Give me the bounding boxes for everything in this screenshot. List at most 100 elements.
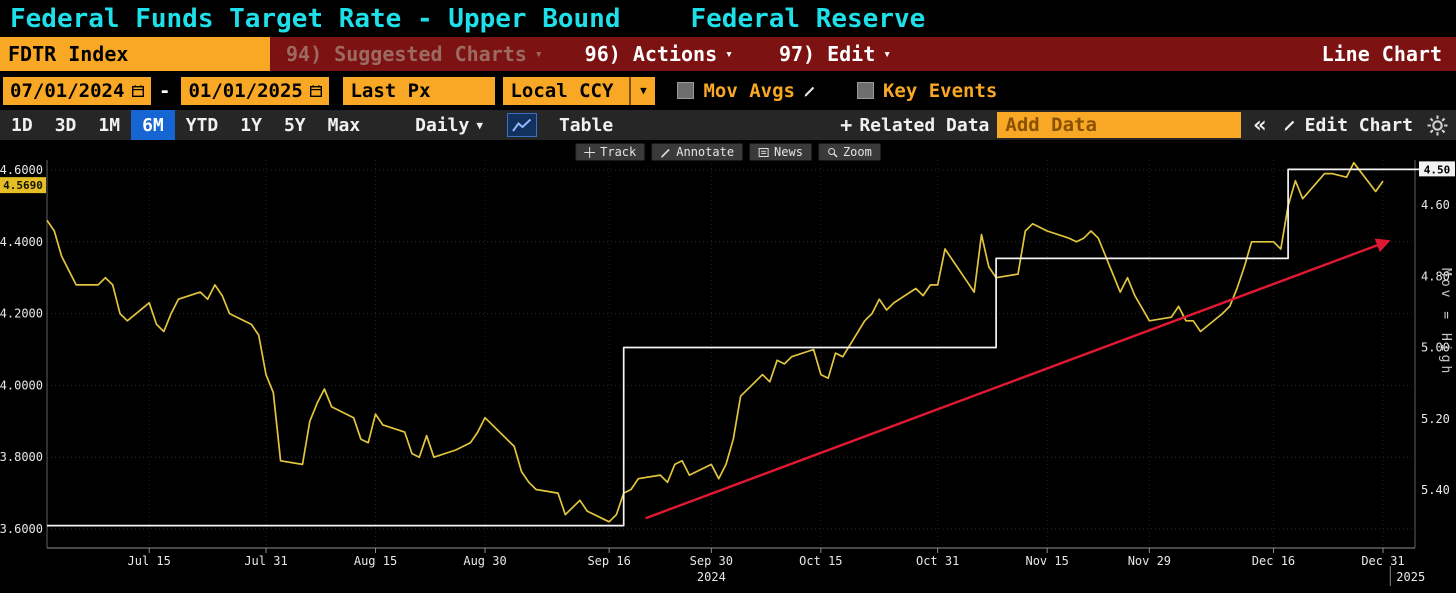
svg-text:3.8000: 3.8000	[0, 450, 43, 464]
zoom-magnifier-icon	[827, 147, 838, 158]
news-icon	[758, 147, 769, 157]
page-subtitle: Federal Reserve	[690, 3, 926, 34]
range-tab-ytd[interactable]: YTD	[185, 114, 219, 136]
range-tab-6m[interactable]: 6M	[131, 110, 175, 140]
page-title: Federal Funds Target Rate - Upper Bound	[10, 3, 621, 34]
date-from-value: 07/01/2024	[10, 79, 125, 102]
suggested-charts-menu[interactable]: 94) Suggested Charts ▾	[286, 42, 543, 66]
svg-text:2024: 2024	[697, 570, 726, 584]
suggested-charts-label: 94) Suggested Charts	[286, 42, 527, 66]
svg-text:4.60: 4.60	[1421, 198, 1450, 212]
news-button[interactable]: News	[749, 143, 812, 161]
chart-area: 4.6000 4.4000 4.2000 4.0000 3.8000 3.6000 4.60…	[0, 140, 1456, 593]
edit-chart-button[interactable]: Edit Chart	[1283, 115, 1413, 136]
svg-text:Sep 16: Sep 16	[587, 554, 630, 568]
date-to-value: 01/01/2025	[188, 79, 303, 102]
actions-menu[interactable]: 96) Actions ▾	[585, 42, 733, 66]
svg-text:4.5690: 4.5690	[3, 179, 43, 192]
edit-pencil-icon	[1284, 120, 1294, 131]
svg-text:Nov 29: Nov 29	[1128, 554, 1171, 568]
plus-icon: +	[840, 113, 853, 137]
svg-text:Oct 15: Oct 15	[799, 554, 842, 568]
related-data-button[interactable]: + Related Data	[840, 113, 989, 137]
zoom-button[interactable]: Zoom	[817, 143, 881, 161]
controls-bar: 07/01/2024 - 01/01/2025 Last Px Local CC…	[0, 71, 1456, 110]
svg-text:Jul 15: Jul 15	[128, 554, 171, 568]
annotate-label: Annotate	[676, 145, 735, 159]
track-crosshair-icon	[584, 146, 596, 158]
price-chart[interactable]: 4.6000 4.4000 4.2000 4.0000 3.8000 3.6000 4.60…	[0, 140, 1456, 593]
key-events-label: Key Events	[882, 79, 998, 102]
svg-text:Jul 31: Jul 31	[244, 554, 287, 568]
svg-text:5.00: 5.00	[1421, 341, 1450, 355]
add-data-input[interactable]	[997, 112, 1242, 138]
mov-avgs-label: Mov Avgs	[703, 79, 795, 102]
svg-text:4.2000: 4.2000	[0, 307, 43, 321]
right-axis-rotated-label: Mov = High	[1438, 268, 1453, 377]
mov-avgs-checkbox[interactable]	[677, 82, 695, 99]
chart-type-label: Line Chart	[1321, 42, 1442, 66]
chart-mini-toolbar: Track Annotate News Zoom	[575, 143, 881, 161]
ticker-input[interactable]: FDTR Index	[0, 37, 270, 71]
dropdown-arrow-icon: ▾	[534, 46, 543, 62]
annotate-pencil-icon	[661, 148, 670, 158]
actions-label: 96) Actions	[584, 42, 718, 66]
dropdown-arrow-icon: ▾	[883, 46, 892, 62]
key-events-checkbox[interactable]	[856, 82, 874, 99]
edit-menu[interactable]: 97) Edit ▾	[779, 42, 891, 66]
currency-dropdown-arrow-icon[interactable]: ▼	[629, 76, 656, 105]
annotate-button[interactable]: Annotate	[651, 143, 744, 161]
svg-text:2025: 2025	[1396, 570, 1425, 584]
svg-text:5.40: 5.40	[1421, 483, 1450, 497]
range-tab-max[interactable]: Max	[327, 114, 361, 136]
range-tab-1d[interactable]: 1D	[11, 114, 33, 136]
zoom-label: Zoom	[842, 145, 872, 159]
range-tab-1m[interactable]: 1M	[98, 114, 121, 136]
price-field-selector[interactable]: Last Px	[343, 76, 496, 105]
svg-text:Dec 31: Dec 31	[1361, 554, 1404, 568]
svg-text:5.20: 5.20	[1421, 412, 1450, 426]
date-from-field[interactable]: 07/01/2024	[3, 76, 151, 105]
track-button[interactable]: Track	[575, 143, 646, 161]
svg-text:4.0000: 4.0000	[0, 378, 43, 392]
range-tab-3d[interactable]: 3D	[54, 114, 77, 136]
frequency-selector[interactable]: Daily ▼	[415, 115, 483, 136]
svg-text:Nov 15: Nov 15	[1025, 554, 1068, 568]
currency-selector[interactable]: Local CCY ▼	[503, 76, 656, 105]
svg-text:Aug 15: Aug 15	[354, 554, 397, 568]
dropdown-arrow-icon: ▼	[476, 118, 483, 132]
svg-text:Oct 31: Oct 31	[916, 554, 959, 568]
menu-bar: FDTR Index 94) Suggested Charts ▾ 96) Ac…	[0, 37, 1456, 71]
date-to-field[interactable]: 01/01/2025	[181, 76, 330, 105]
edit-label: 97) Edit	[778, 42, 876, 66]
line-chart-button[interactable]	[506, 113, 537, 137]
range-tab-1y[interactable]: 1Y	[240, 114, 262, 136]
svg-text:Dec 16: Dec 16	[1252, 554, 1295, 568]
svg-text:4.4000: 4.4000	[0, 235, 43, 249]
table-button[interactable]: Table	[558, 114, 614, 136]
svg-text:4.6000: 4.6000	[0, 163, 43, 177]
edit-chart-label: Edit Chart	[1304, 114, 1413, 136]
svg-text:4.50: 4.50	[1424, 163, 1451, 176]
related-data-label: Related Data	[859, 114, 990, 136]
price-field-value: Last Px	[350, 79, 431, 102]
currency-value: Local CCY	[510, 79, 614, 102]
calendar-icon	[132, 84, 144, 97]
svg-text:4.80: 4.80	[1421, 269, 1450, 283]
range-tab-5y[interactable]: 5Y	[283, 114, 306, 136]
title-bar: Federal Funds Target Rate - Upper Bound …	[0, 0, 1456, 37]
svg-text:Sep 30: Sep 30	[690, 554, 733, 568]
line-chart-icon	[512, 118, 532, 132]
range-toolbar: 1D 3D 1M 6M YTD 1Y 5Y Max Daily ▼ Table …	[0, 110, 1456, 140]
collapse-panel-button[interactable]: «	[1253, 112, 1267, 138]
settings-gear-icon[interactable]	[1427, 115, 1448, 136]
mov-avgs-edit-pencil-icon[interactable]	[803, 84, 817, 98]
svg-text:Aug 30: Aug 30	[463, 554, 506, 568]
calendar-icon	[310, 84, 323, 97]
frequency-value: Daily	[415, 114, 470, 136]
ticker-value: FDTR Index	[8, 42, 129, 66]
svg-text:3.6000: 3.6000	[0, 522, 43, 536]
track-label: Track	[600, 145, 637, 159]
date-range-separator: -	[159, 79, 171, 102]
